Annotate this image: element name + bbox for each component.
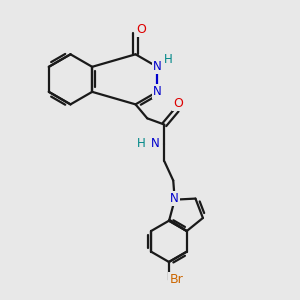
Text: N: N <box>151 137 159 150</box>
Text: N: N <box>153 60 162 73</box>
Text: N: N <box>153 85 162 98</box>
Text: Br: Br <box>169 273 183 286</box>
Text: N: N <box>170 192 179 205</box>
Text: O: O <box>136 23 146 36</box>
Text: O: O <box>173 97 183 110</box>
Text: H: H <box>137 137 146 150</box>
Text: H: H <box>164 53 173 66</box>
